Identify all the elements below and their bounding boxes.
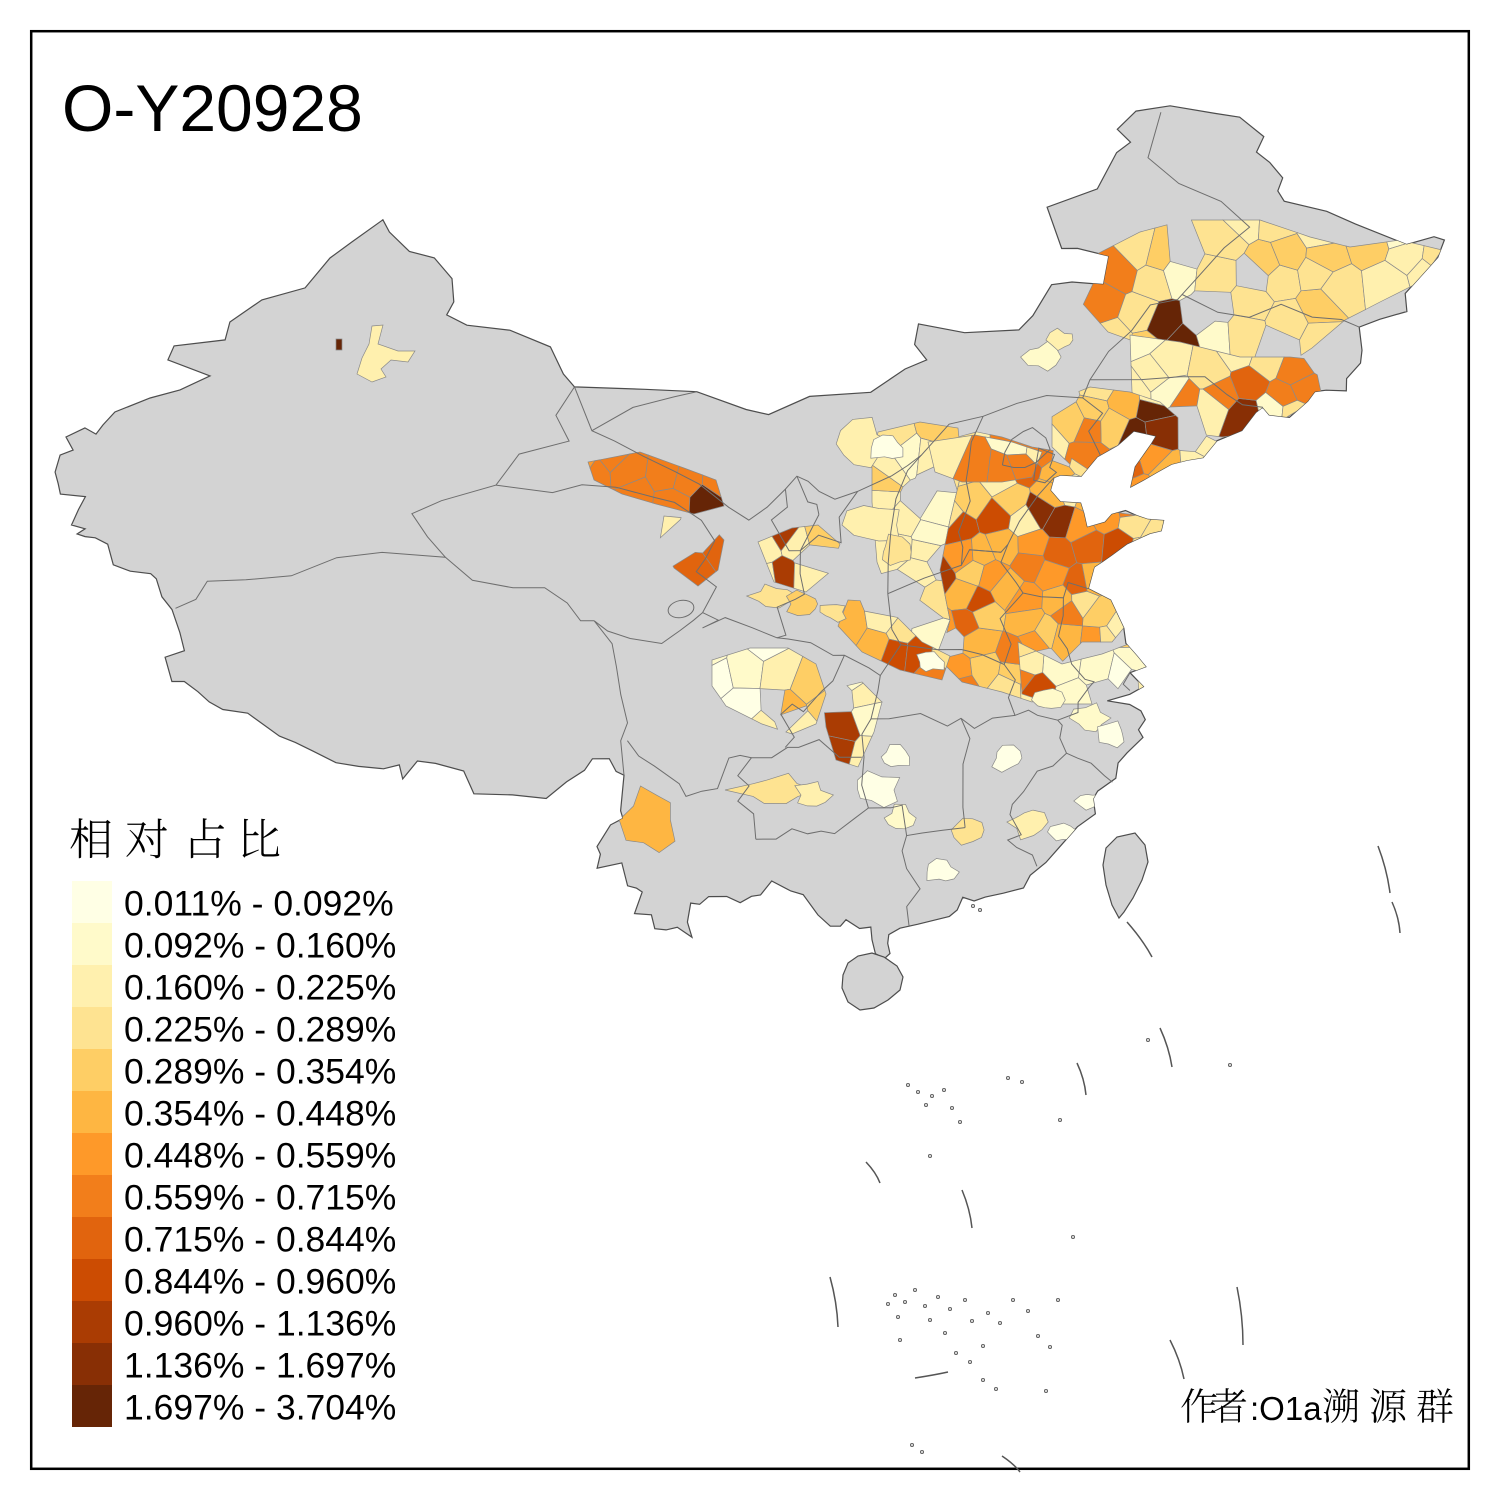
svg-text:0.160% - 0.225%: 0.160% - 0.225% <box>124 967 396 1007</box>
svg-text:0.559% - 0.715%: 0.559% - 0.715% <box>124 1177 396 1217</box>
svg-text:O-Y20928: O-Y20928 <box>62 71 363 145</box>
svg-text:0.715% - 0.844%: 0.715% - 0.844% <box>124 1219 396 1259</box>
svg-text::O1a: :O1a <box>1250 1390 1322 1427</box>
svg-text:1.136% - 1.697%: 1.136% - 1.697% <box>124 1345 396 1385</box>
svg-text:0.960% - 1.136%: 0.960% - 1.136% <box>124 1303 396 1343</box>
svg-text:1.697% - 3.704%: 1.697% - 3.704% <box>124 1387 396 1427</box>
svg-text:0.844% - 0.960%: 0.844% - 0.960% <box>124 1261 396 1301</box>
svg-text:0.448% - 0.559%: 0.448% - 0.559% <box>124 1135 396 1175</box>
svg-text:0.092% - 0.160%: 0.092% - 0.160% <box>124 925 396 965</box>
svg-text:0.225% - 0.289%: 0.225% - 0.289% <box>124 1009 396 1049</box>
svg-text:0.354% - 0.448%: 0.354% - 0.448% <box>124 1093 396 1133</box>
svg-text:0.011% - 0.092%: 0.011% - 0.092% <box>124 883 394 923</box>
svg-text:0.289% - 0.354%: 0.289% - 0.354% <box>124 1051 396 1091</box>
